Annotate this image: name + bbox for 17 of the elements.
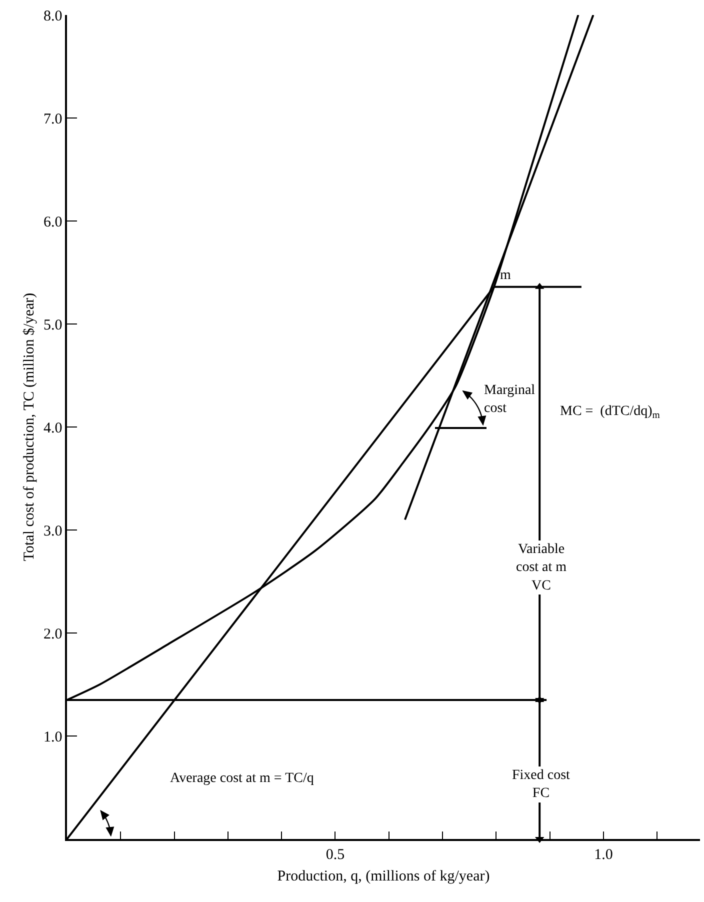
y-tick-label: 5.0 [44,317,62,334]
y-axis-title: Total cost of production, TC (million $/year) [21,292,38,562]
annotation: MC = (dTC/dq)$_{m}$ [560,404,660,421]
annotation: Marginal cost [484,383,536,416]
x-axis-title: Production, q, (millions of kg/year) [277,868,490,884]
y-tick-label: 3.0 [44,523,62,540]
y-tick-label: 4.0 [44,420,62,436]
annotation: m [500,268,511,283]
annotation: Fixed cost FC [512,768,570,802]
y-tick-label: 8.0 [44,8,62,24]
y-tick-label: 2.0 [44,626,62,642]
annotation: Variable cost at m VC [516,542,567,594]
y-tick-label: 7.0 [44,111,62,128]
annotation: Average cost at m = TC/q [170,771,314,786]
x-tick-label: 0.5 [326,846,345,863]
y-tick-label: 1.0 [44,729,62,746]
y-tick-label: 6.0 [44,214,62,230]
